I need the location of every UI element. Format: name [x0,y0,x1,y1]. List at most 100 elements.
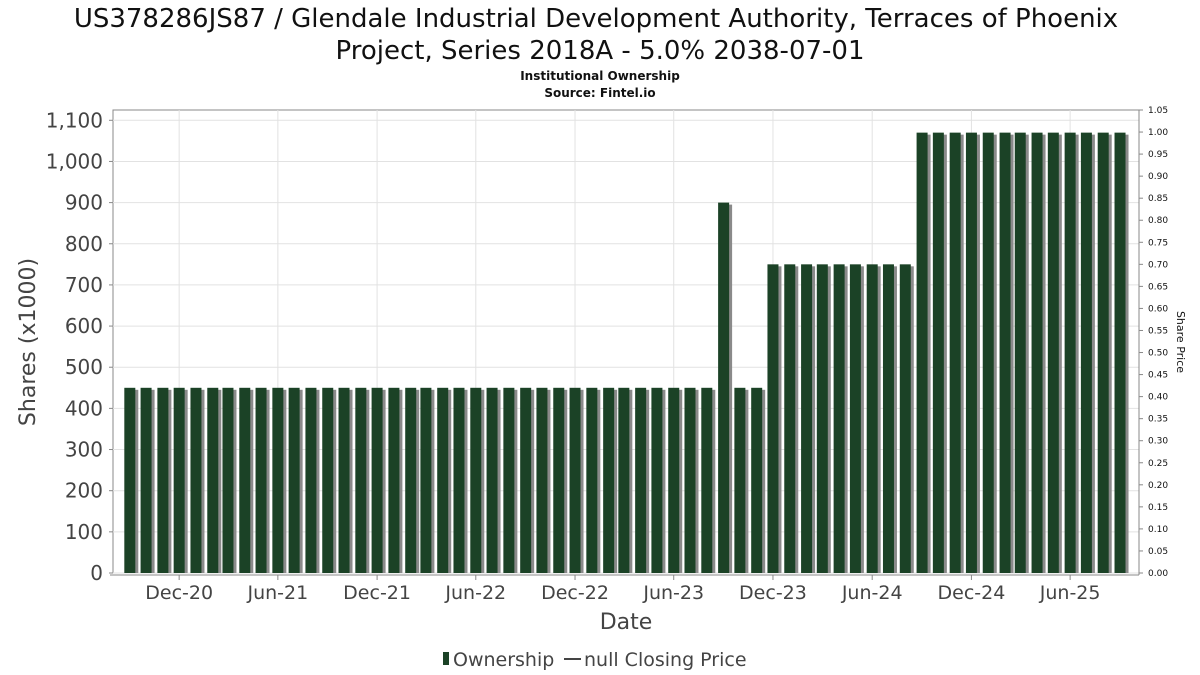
y2-axis-ticks: 0.00 0.05 0.10 0.15 0.20 0.25 0.30 0.35 0.40 0.45… [1139,106,1168,579]
bar [965,132,977,573]
bar [1097,132,1109,573]
y2-tick-label: 0.80 [1148,216,1168,226]
y-tick-label: 500 [65,355,103,379]
y2-tick-label: 0.10 [1148,525,1168,535]
bar [255,387,267,573]
bar [1114,132,1126,573]
bar [371,387,383,573]
y-tick-label: 0 [90,561,103,585]
bar [288,387,300,573]
bar [1014,132,1026,573]
y2-tick-label: 0.45 [1148,371,1168,381]
y2-tick-label: 0.00 [1148,569,1168,579]
chart-title-line-2: Project, Series 2018A - 5.0% 2038-07-01 [336,36,865,66]
y2-tick-label: 0.90 [1148,172,1168,182]
bar [684,387,696,573]
legend-ownership-label: Ownership [453,649,554,671]
bar [322,387,334,573]
bar [405,387,417,573]
bar [586,387,598,573]
y-axis-label: Shares (x1000) [16,258,41,426]
y2-tick-label: 0.30 [1148,437,1168,447]
bar [305,387,317,573]
bar [157,387,169,573]
chart-subtitle-line-1: Institutional Ownership [520,69,680,83]
bar [899,264,911,573]
bar [207,387,219,573]
bar [618,387,630,573]
y-tick-label: 1,100 [46,108,103,132]
bar [866,264,878,573]
y2-tick-label: 0.85 [1148,194,1168,204]
bar [453,387,465,573]
x-axis-ticks: Dec-20 Jun-21 Dec-21 Jun-22 Dec-22 Jun-23 Dec-… [145,575,1100,604]
y2-tick-label: 0.60 [1148,304,1168,314]
x-tick-label: Dec-23 [739,582,807,604]
bar [932,132,944,573]
y-tick-label: 1,000 [46,149,103,173]
bar [338,387,350,573]
x-tick-label: Jun-23 [642,582,704,604]
y-tick-label: 400 [65,396,103,420]
legend-price-label: null Closing Price [584,649,747,671]
y2-tick-label: 0.35 [1148,415,1168,425]
bar [999,132,1011,573]
bar [651,387,663,573]
y2-tick-label: 0.20 [1148,481,1168,491]
y-tick-label: 700 [65,273,103,297]
y2-tick-label: 0.25 [1148,459,1168,469]
bar [949,132,961,573]
legend-ownership-swatch [443,652,449,665]
x-tick-label: Jun-25 [1039,582,1101,604]
y-tick-label: 900 [65,191,103,215]
bar [503,387,515,573]
bar [437,387,449,573]
bar [734,387,746,573]
bar [767,264,779,573]
bar [1047,132,1059,573]
bar [1080,132,1092,573]
y2-axis-label: Share Price [1174,311,1187,373]
bar [801,264,813,573]
bar [272,387,284,573]
chart-title-line-1: US378286JS87 / Glendale Industrial Devel… [74,4,1118,34]
bar [882,264,894,573]
y2-tick-label: 0.05 [1148,547,1168,557]
y-tick-label: 800 [65,232,103,256]
y-tick-label: 100 [65,520,103,544]
bar [553,387,565,573]
x-tick-label: Dec-22 [541,582,609,604]
bar [751,387,763,573]
y-tick-label: 600 [65,314,103,338]
bar [222,387,234,573]
bar [635,387,647,573]
bar [1064,132,1076,573]
legend: Ownership null Closing Price [443,649,747,671]
bar [718,202,730,573]
y2-tick-label: 0.15 [1148,503,1168,513]
y2-tick-label: 0.40 [1148,393,1168,403]
x-tick-label: Dec-21 [343,582,411,604]
bar [569,387,581,573]
x-axis-label: Date [600,610,653,635]
bar [816,264,828,573]
x-tick-label: Jun-21 [246,582,308,604]
y2-tick-label: 0.70 [1148,260,1168,270]
y2-tick-label: 0.95 [1148,150,1168,160]
bar [486,387,498,573]
bar [140,387,152,573]
bar [701,387,713,573]
bar [536,387,548,573]
y2-tick-label: 0.65 [1148,282,1168,292]
bar [239,387,251,573]
bar [982,132,994,573]
bar [833,264,845,573]
x-tick-label: Dec-20 [145,582,213,604]
bar [849,264,861,573]
bar [388,387,400,573]
y-tick-label: 300 [65,438,103,462]
y2-tick-label: 0.50 [1148,349,1168,359]
x-tick-label: Dec-24 [938,582,1006,604]
bar [784,264,796,573]
